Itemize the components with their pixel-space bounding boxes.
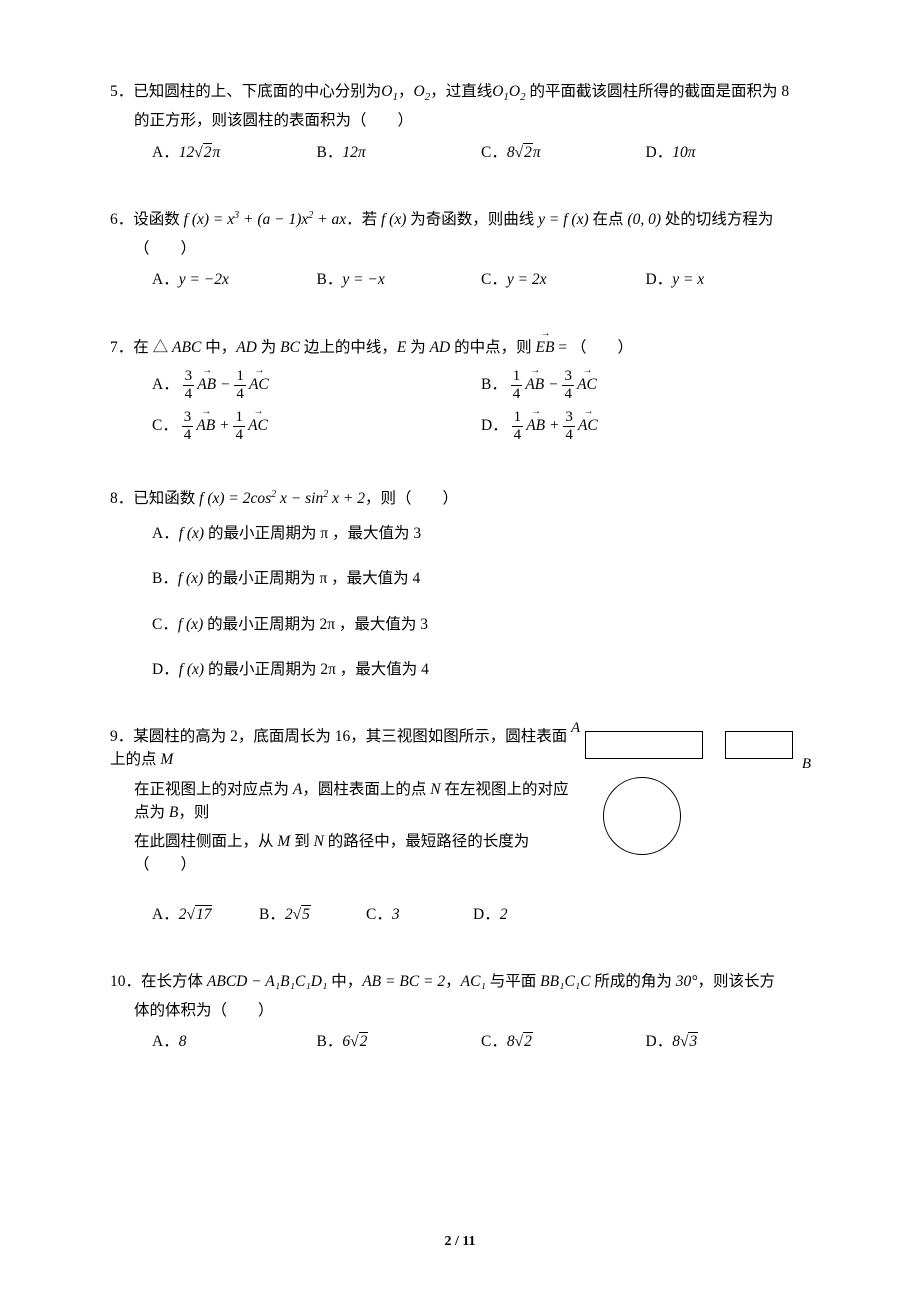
q6-options: A．y = −2x B．y = −x C．y = 2x D．y = x	[110, 268, 810, 291]
q8-option-b: B．f (x) 的最小正周期为 π ，最大值为 4	[152, 567, 810, 590]
var-O1: O1	[381, 83, 398, 100]
page-number: 2 / 11	[0, 1231, 920, 1252]
q10-line2: 体的体积为（ ）	[110, 999, 810, 1022]
q9-line1: 9．某圆柱的高为 2，底面周长为 16，其三视图如图所示，圆柱表面上的点 M	[110, 725, 580, 772]
figure-side-view	[725, 731, 793, 759]
figure-label-a: A	[571, 717, 580, 740]
question-9: A B 9．某圆柱的高为 2，底面周长为 16，其三视图如图所示，圆柱表面上的点…	[110, 725, 810, 926]
q10-line1: 10．在长方体 ABCD − A₁B₁C₁D₁ 中，AB = BC = 2，AC…	[110, 970, 810, 993]
q7-number: 7．	[110, 339, 133, 356]
question-6: 6．设函数 f (x) = x3 + (a − 1)x2 + ax．若 f (x…	[110, 208, 810, 292]
question-8: 8．已知函数 f (x) = 2cos2 x − sin2 x + 2，则（ ）…	[110, 487, 810, 681]
q5-option-b: B．12π	[317, 141, 482, 164]
q8-number: 8．	[110, 490, 133, 507]
q8-option-c: C．f (x) 的最小正周期为 2π ，最大值为 3	[152, 613, 810, 636]
text: 已知圆柱的上、下底面的中心分别为	[133, 83, 381, 100]
q9-options: A．2√17 B．2√5 C．3 D．2	[110, 903, 580, 926]
q5-option-c: C．8√2π	[481, 141, 646, 164]
vector-eb: EB	[536, 336, 555, 359]
q7-options-row2: C． 34 AB + 14 AC D． 14 AB + 34 AC	[110, 410, 810, 443]
q7-options-row1: A． 34 AB − 14 AC B． 14 AB − 34 AC	[110, 369, 810, 402]
q5-options: A．12√2π B．12π C．8√2π D．10π	[110, 141, 810, 164]
q6-number: 6．	[110, 211, 133, 228]
question-5: 5．已知圆柱的上、下底面的中心分别为O1，O2，过直线O1O2 的平面截该圆柱所…	[110, 80, 810, 164]
q10-option-b: B．6√2	[317, 1030, 482, 1053]
q5-stem-line1: 5．已知圆柱的上、下底面的中心分别为O1，O2，过直线O1O2 的平面截该圆柱所…	[110, 80, 810, 103]
q10-option-a: A．8	[152, 1030, 317, 1053]
q8-stem: 8．已知函数 f (x) = 2cos2 x − sin2 x + 2，则（ ）	[110, 487, 810, 510]
q7-option-a: A． 34 AB − 14 AC	[152, 369, 481, 402]
figure-label-b: B	[802, 753, 811, 776]
q9-option-c: C．3	[366, 903, 473, 926]
text: ，过直线	[430, 83, 492, 100]
q9-line3: 在此圆柱侧面上，从 M 到 N 的路径中，最短路径的长度为（ ）	[110, 830, 580, 877]
text: 的平面截该圆柱所得的截面是面积为 8	[526, 83, 790, 100]
question-10: 10．在长方体 ABCD − A₁B₁C₁D₁ 中，AB = BC = 2，AC…	[110, 970, 810, 1054]
q10-options: A．8 B．6√2 C．8√2 D．8√3	[110, 1030, 810, 1053]
q5-option-a: A．12√2π	[152, 141, 317, 164]
q9-line2: 在正视图上的对应点为 A，圆柱表面上的点 N 在左视图上的对应点为 B，则	[110, 778, 580, 825]
q6-stem-line1: 6．设函数 f (x) = x3 + (a − 1)x2 + ax．若 f (x…	[110, 208, 810, 231]
q9-option-d: D．2	[473, 903, 580, 926]
q5-number: 5．	[110, 83, 133, 100]
q10-option-d: D．8√3	[646, 1030, 811, 1053]
q10-number: 10．	[110, 973, 141, 990]
question-7: 7．在 △ ABC 中，AD 为 BC 边上的中线，E 为 AD 的中点，则 E…	[110, 336, 810, 443]
q9-number: 9．	[110, 728, 133, 745]
q7-option-d: D． 14 AB + 34 AC	[481, 410, 810, 443]
figure-front-view	[585, 731, 703, 759]
figure-top-view	[603, 777, 681, 855]
q7-option-c: C． 34 AB + 14 AC	[152, 410, 481, 443]
q6-stem-line2: （ ）	[110, 237, 810, 260]
q9-option-a: A．2√17	[152, 903, 259, 926]
q9-option-b: B．2√5	[259, 903, 366, 926]
q5-stem-line2: 的正方形，则该圆柱的表面积为（ ）	[110, 109, 810, 132]
text: ，	[398, 83, 414, 100]
q5-option-d: D．10π	[646, 141, 811, 164]
exam-page: 5．已知圆柱的上、下底面的中心分别为O1，O2，过直线O1O2 的平面截该圆柱所…	[0, 0, 920, 1302]
q9-figure: A B	[585, 719, 795, 859]
q8-options: A．f (x) 的最小正周期为 π ，最大值为 3 B．f (x) 的最小正周期…	[110, 522, 810, 681]
q6-option-b: B．y = −x	[317, 268, 482, 291]
q6-option-d: D．y = x	[646, 268, 811, 291]
q8-option-a: A．f (x) 的最小正周期为 π ，最大值为 3	[152, 522, 810, 545]
q7-option-b: B． 14 AB − 34 AC	[481, 369, 810, 402]
var-O2: O2	[414, 83, 431, 100]
q6-option-c: C．y = 2x	[481, 268, 646, 291]
q8-option-d: D．f (x) 的最小正周期为 2π ，最大值为 4	[152, 658, 810, 681]
q6-option-a: A．y = −2x	[152, 268, 317, 291]
q7-stem: 7．在 △ ABC 中，AD 为 BC 边上的中线，E 为 AD 的中点，则 E…	[110, 336, 810, 359]
var-O1O2: O1O2	[492, 83, 525, 100]
q10-option-c: C．8√2	[481, 1030, 646, 1053]
